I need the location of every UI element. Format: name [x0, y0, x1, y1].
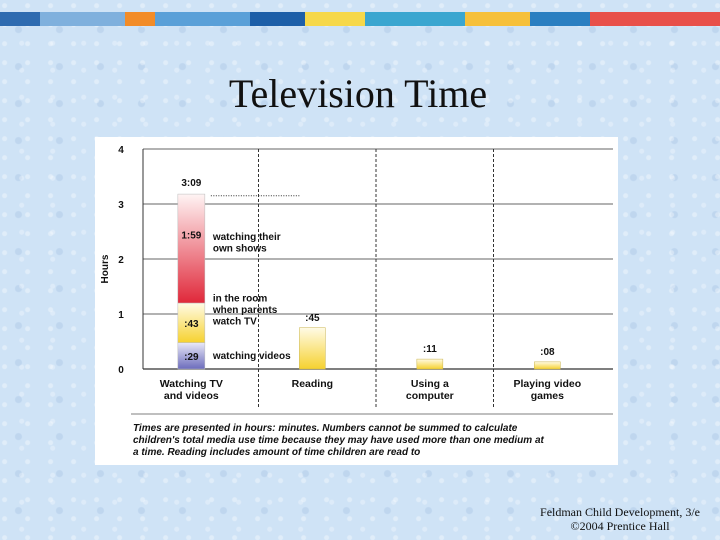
stripe-segment [0, 12, 40, 26]
stacked-bar-segment [177, 302, 206, 343]
bar [534, 361, 561, 370]
chart-note: children's total media use time because … [133, 435, 545, 446]
total-value-label: 3:09 [181, 178, 201, 189]
bar [299, 327, 326, 370]
chart-note: Times are presented in hours: minutes. N… [133, 423, 518, 434]
y-tick-label: 4 [118, 145, 124, 156]
stacked-bar-segment [177, 342, 206, 370]
category-label: Watching TV [160, 378, 223, 390]
y-tick-label: 0 [118, 365, 124, 376]
decorative-stripe [0, 12, 720, 26]
stripe-segment [305, 12, 365, 26]
y-axis-label: Hours [100, 254, 111, 283]
segment-annotation: own shows [213, 244, 267, 255]
segment-value-label: 1:59 [181, 231, 201, 242]
footer-copyright: ©2004 Prentice Hall [570, 519, 670, 533]
slide-title: Television Time [228, 71, 488, 116]
category-label: and videos [164, 390, 219, 402]
bar-value-label: :08 [540, 347, 555, 358]
segment-annotation: in the room [213, 294, 268, 305]
category-label: Reading [292, 378, 333, 390]
chart-note: a time. Reading includes amount of time … [133, 447, 420, 458]
bar [416, 358, 444, 370]
segment-annotation: watching their [212, 232, 281, 243]
bar-value-label: :11 [423, 344, 437, 355]
segment-annotation: watching videos [212, 351, 291, 362]
stripe-segment [40, 12, 125, 26]
stripe-segment [590, 12, 720, 26]
stripe-segment [155, 12, 250, 26]
category-label: Using a [411, 378, 449, 390]
footer-credit: Feldman Child Development, 3/e [540, 505, 700, 519]
category-label: computer [406, 390, 454, 402]
stacked-bar-segment [177, 193, 206, 304]
segment-annotation: watch TV [212, 317, 257, 328]
category-label: games [531, 390, 564, 402]
y-tick-label: 1 [118, 310, 124, 321]
stripe-segment [365, 12, 465, 26]
television-time-chart: 0 1 2 3 4 Hours :29 :43 1:59 3:09 watching videos i… [100, 145, 613, 458]
segment-annotation: when parents [212, 305, 278, 316]
y-tick-label: 3 [118, 200, 124, 211]
stripe-segment [250, 12, 305, 26]
segment-value-label: :43 [184, 319, 199, 330]
stripe-segment [465, 12, 530, 26]
stripe-segment [125, 12, 155, 26]
chart-panel: 0 1 2 3 4 Hours :29 :43 1:59 3:09 watching videos i… [95, 137, 618, 465]
segment-value-label: :29 [184, 352, 199, 363]
category-label: Playing video [514, 378, 582, 390]
slide-footer: Feldman Child Development, 3/e ©2004 Pre… [540, 505, 700, 533]
y-tick-label: 2 [118, 255, 124, 266]
bar-value-label: :45 [305, 313, 320, 324]
stripe-segment [530, 12, 590, 26]
